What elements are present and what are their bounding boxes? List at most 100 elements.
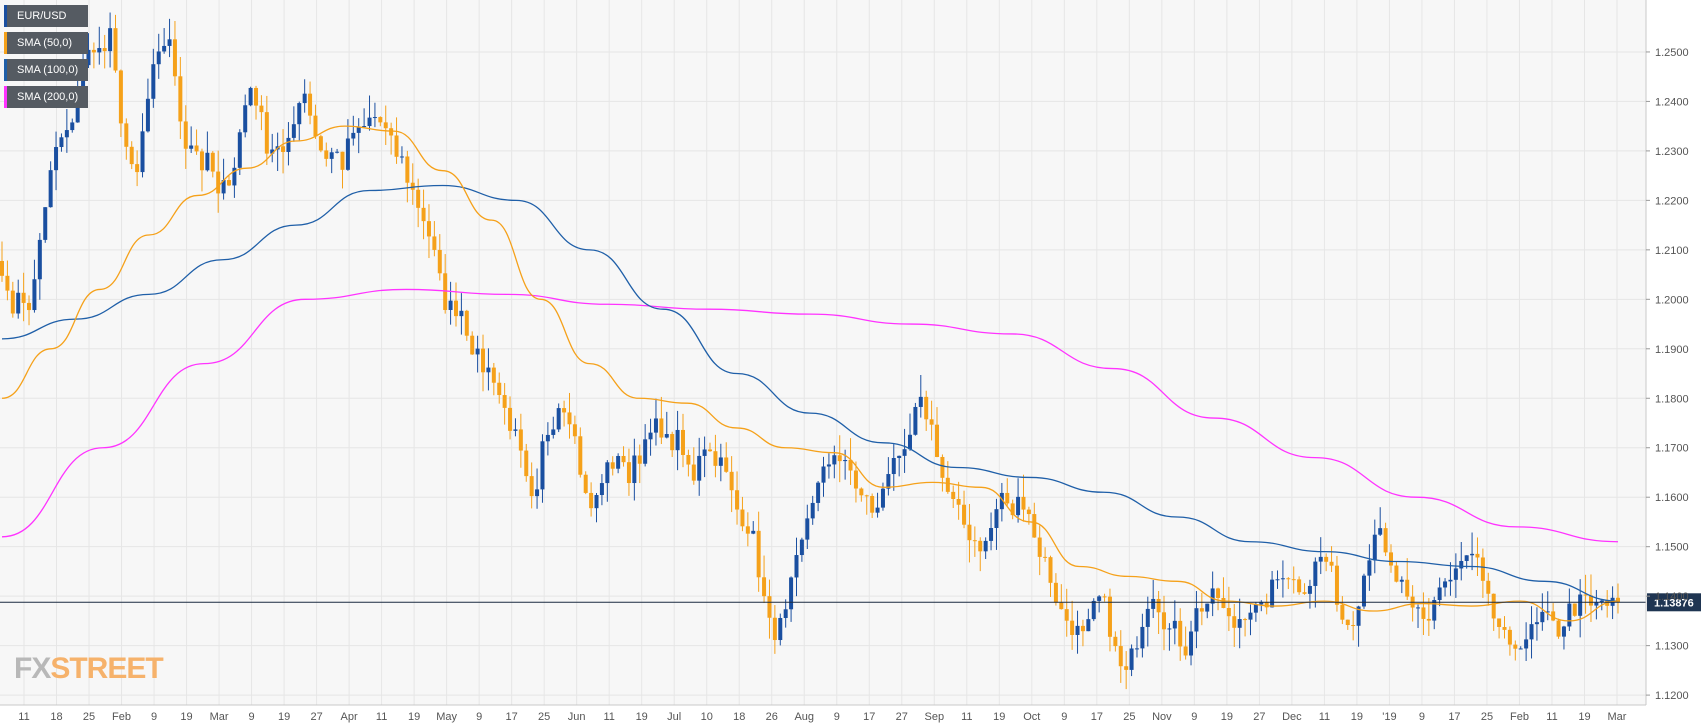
candle-body [724,457,729,472]
candle-body [1475,553,1480,558]
candle-body [1010,503,1015,516]
candle-body [91,49,96,53]
candle-body [178,76,183,122]
candle-body [675,429,680,451]
candle-body [459,310,464,317]
candle-body [880,488,885,508]
candle-body [86,49,91,66]
legend-item-sma-100[interactable]: SMA (100,0) [4,59,89,81]
y-tick-label: 1.1600 [1655,492,1689,504]
candle-body [1334,565,1339,605]
candle-body [1286,578,1291,580]
legend-label: SMA (200,0) [17,91,79,103]
x-tick-label: 9 [249,711,255,723]
candle-body [54,147,59,171]
candle-body [735,490,740,510]
candle-body [551,429,556,435]
candle-body [416,189,421,208]
candle-body [810,502,815,519]
candle-body [702,449,707,456]
candle-body [189,145,194,149]
candle-body [345,138,350,170]
candle-body [194,145,199,152]
candle-body [259,105,264,113]
candle-body [956,498,961,505]
candle-body [848,459,853,471]
x-tick-label: 27 [896,711,908,723]
candle-body [0,260,4,276]
legend-item-eurusd[interactable]: EUR/USD [4,5,89,27]
candle-body [643,439,648,464]
x-tick-label: 9 [1191,711,1197,723]
candle-body [1053,582,1058,603]
candle-body [789,577,794,610]
candle-body [929,419,934,425]
candle-body [1599,600,1604,603]
candle-body [535,489,540,497]
candle-body [394,135,399,157]
candle-body [281,146,286,152]
candle-body [1162,612,1167,630]
candle-body [805,518,810,540]
legend-item-sma-50[interactable]: SMA (50,0) [4,32,89,54]
candle-body [102,48,107,52]
candle-body [518,429,523,451]
legend-label: SMA (50,0) [17,37,73,49]
candle-body [1167,628,1172,630]
legend-label: SMA (100,0) [17,64,79,76]
x-tick-label: 25 [538,711,550,723]
candle-body [751,530,756,534]
x-tick-label: 27 [1253,711,1265,723]
legend-item-sma-200[interactable]: SMA (200,0) [4,86,89,108]
candle-body [1524,639,1529,649]
candle-body [972,540,977,542]
x-tick-label: 27 [310,711,322,723]
candle-body [918,396,923,407]
logo-suffix: STREET [50,652,163,685]
candle-body [1372,534,1377,561]
candle-body [362,126,367,128]
x-tick-label: 17 [1448,711,1460,723]
candle-body [5,275,10,291]
candle-body [886,474,891,489]
candle-body [648,432,653,440]
candle-body [1556,620,1561,637]
x-tick-label: 11 [603,711,614,723]
candle-body [1248,612,1253,620]
x-tick-label: Oct [1023,711,1040,723]
candle-body [1059,602,1064,610]
candle-body [113,28,118,71]
candle-body [967,524,972,541]
candle-body [108,28,113,52]
candle-body [432,236,437,250]
candle-body [64,130,69,138]
candle-body [1086,619,1091,632]
x-tick-label: 25 [83,711,95,723]
candle-body [870,496,875,513]
candle-body [335,151,340,153]
candle-body [1464,555,1469,561]
candle-body [1232,616,1237,628]
candle-body [1367,560,1372,576]
x-tick-label: 18 [733,711,745,723]
candle-body [129,146,134,165]
candle-body [367,117,372,127]
candle-body [1578,594,1583,616]
candle-body [935,424,940,457]
candle-body [453,300,458,317]
candle-body [21,292,26,303]
candle-body [1172,620,1177,629]
candle-body [372,117,377,119]
x-tick-label: 19 [636,711,648,723]
x-tick-label: 11 [18,711,29,723]
candle-body [1567,603,1572,627]
y-tick-label: 1.1400 [1655,591,1689,603]
candle-body [10,290,15,314]
candle-body [172,39,177,77]
candle-body [567,412,572,425]
candle-body [578,436,583,475]
candle-body [383,122,388,129]
candle-body [43,207,48,240]
candle-body [1037,537,1042,557]
y-tick-label: 1.1200 [1655,690,1689,702]
